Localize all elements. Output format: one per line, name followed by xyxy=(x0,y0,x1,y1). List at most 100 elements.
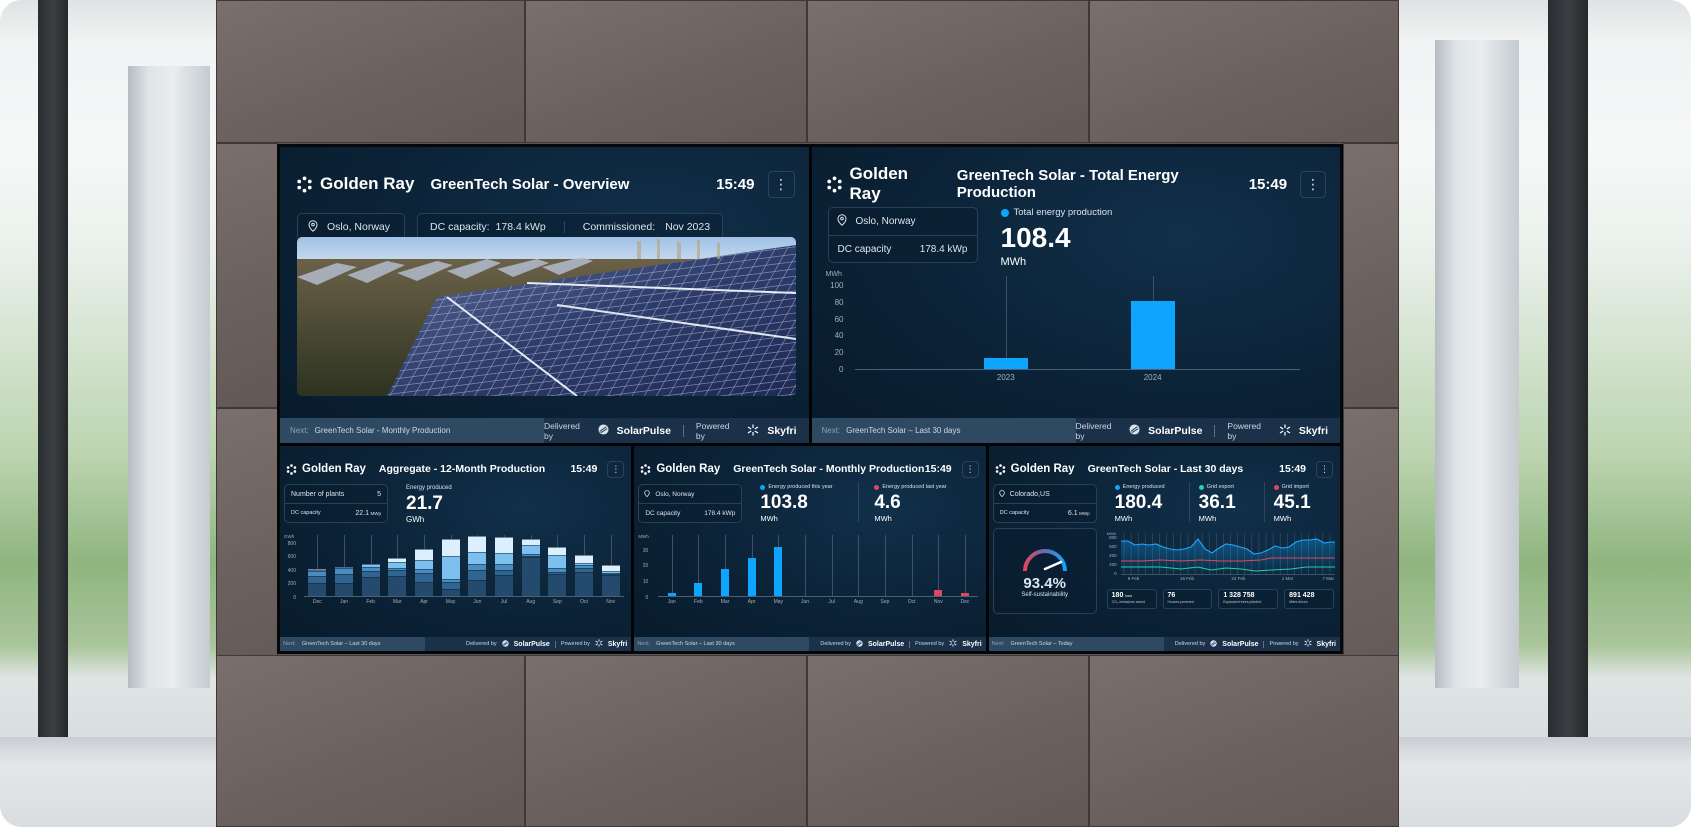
solarpulse-brand: SolarPulse xyxy=(1148,424,1203,437)
next-label: Next: xyxy=(283,641,296,647)
bar-this-year[interactable] xyxy=(774,547,783,596)
brand-logo: Golden Ray xyxy=(296,174,414,194)
tile-footer: Next: GreenTech Solar – Today Delivered b… xyxy=(988,637,1340,651)
stacked-bar[interactable] xyxy=(441,539,460,596)
solarpulse-brand: SolarPulse xyxy=(616,424,671,437)
total-energy-bar-chart: MWh 100 80 60 40 20 0 2023 2024 xyxy=(824,271,1300,391)
stacked-bar[interactable] xyxy=(601,564,620,596)
bar[interactable] xyxy=(983,358,1028,369)
skyfri-logo-icon xyxy=(747,424,759,438)
stacked-bar[interactable] xyxy=(468,536,487,596)
kpi-energy-produced: Energy produced 180.4 MWh xyxy=(1114,484,1165,523)
bar-this-year[interactable] xyxy=(694,582,703,596)
x-tick: Jun xyxy=(473,599,482,605)
floor xyxy=(0,737,216,827)
ceiling xyxy=(0,0,216,42)
location-text: Oslo, Norway xyxy=(327,221,391,233)
next-label: Next: xyxy=(637,641,651,647)
clock: 15:49 xyxy=(1248,175,1288,193)
location-text: Colorado,US xyxy=(1009,490,1050,498)
bar[interactable] xyxy=(1130,301,1175,369)
next-slide-info: Next: GreenTech Solar – Last 30 days xyxy=(634,637,810,651)
more-options-button[interactable]: ⋮ xyxy=(1316,460,1333,478)
bar-last-year[interactable] xyxy=(960,593,969,596)
tile-footer: Next: GreenTech Solar - Monthly Productio… xyxy=(280,418,809,443)
bar-this-year[interactable] xyxy=(720,569,729,596)
tile-title: GreenTech Solar - Total Energy Productio… xyxy=(956,167,1179,201)
stacked-bar[interactable] xyxy=(495,537,513,596)
y-tick: 600 xyxy=(287,554,296,560)
impact-stat-card: 891 428 Miles driven xyxy=(1284,589,1334,609)
powered-by-label: Powered by xyxy=(1227,420,1261,441)
stacked-bar[interactable] xyxy=(361,563,380,596)
stacked-bar[interactable] xyxy=(575,554,593,596)
powered-by-label: Powered by xyxy=(915,641,945,647)
skyfri-logo-icon xyxy=(1279,424,1291,438)
kpi-label: Grid export xyxy=(1206,484,1234,490)
stacked-bar[interactable] xyxy=(415,548,433,596)
kpi-label: Grid import xyxy=(1281,484,1309,490)
next-slide-info: Next: GreenTech Solar – Last 30 days xyxy=(280,637,425,651)
golden-ray-logo-icon xyxy=(826,176,843,193)
y-tick: 400 xyxy=(287,567,296,574)
stacked-bar[interactable] xyxy=(388,558,407,596)
kpi-label: Energy produced this year xyxy=(768,484,833,490)
x-tick: Jun xyxy=(800,599,810,605)
clock: 15:49 xyxy=(716,175,755,193)
powered-by-label: Powered by xyxy=(695,420,730,441)
stat-label: CO₂ emissions saved xyxy=(1111,600,1146,604)
skyfri-logo-icon xyxy=(595,639,603,649)
plant-info-card: Oslo, Norway DC capacity 178.4 kWp xyxy=(827,207,978,263)
stat-value: 891 428 xyxy=(1289,592,1315,599)
kpi-total-energy: Total energy production 108.4 MWh xyxy=(1000,207,1112,268)
last30-line-chart: MWh 800 600 400 200 0 xyxy=(1105,531,1337,583)
next-label: Next: xyxy=(290,426,309,435)
skyfri-brand: Skyfri xyxy=(1298,424,1328,437)
more-options-button[interactable]: ⋮ xyxy=(607,460,625,478)
legend-dot-blue-icon xyxy=(1000,208,1009,217)
x-tick: May xyxy=(445,599,456,605)
dc-capacity-unit: MWp xyxy=(370,510,382,516)
next-slide-info: Next: GreenTech Solar – Today xyxy=(988,637,1164,651)
x-tick: 16 Feb xyxy=(1179,576,1194,581)
stacked-bar[interactable] xyxy=(335,566,353,596)
brand-name: Golden Ray xyxy=(1010,463,1075,475)
footer-branding: Delivered by SolarPulse Powered by Skyfr… xyxy=(544,418,809,443)
more-options-button[interactable]: ⋮ xyxy=(1300,170,1326,198)
grid-line xyxy=(911,535,913,596)
solarpulse-logo-icon xyxy=(1210,639,1218,649)
kpi-value: 45.1 xyxy=(1273,492,1311,513)
stacked-bar[interactable] xyxy=(308,568,327,596)
delivered-by-label: Delivered by xyxy=(1174,641,1206,647)
delivered-by-label: Delivered by xyxy=(544,420,580,441)
stat-unit: tons xyxy=(1125,594,1132,598)
stacked-bar[interactable] xyxy=(521,539,540,596)
dc-capacity-value: 178.4 kWp xyxy=(704,509,736,517)
x-tick: Sep xyxy=(880,599,890,605)
x-tick: Aug xyxy=(526,599,536,605)
x-tick: Jan xyxy=(339,599,349,605)
bar-this-year[interactable] xyxy=(747,557,756,596)
footer-branding: Delivered by SolarPulse Powered by Skyfr… xyxy=(1075,418,1340,443)
kpi-label: Energy produced xyxy=(406,485,452,491)
kpi-grid-import: Grid import 45.1 MWh xyxy=(1273,484,1311,523)
next-slide-info: Next: GreenTech Solar – Last 30 days xyxy=(811,418,1076,443)
dc-capacity-value: 178.4 kWp xyxy=(919,243,968,255)
kpi-label: Energy produced last year xyxy=(882,484,947,490)
bar-last-year[interactable] xyxy=(934,589,943,596)
more-options-button[interactable]: ⋮ xyxy=(767,170,795,198)
dc-capacity-value: 22.1 xyxy=(355,509,369,517)
x-tick: Oct xyxy=(580,599,588,605)
brand-logo: Golden Ray xyxy=(826,164,939,204)
x-tick: Aug xyxy=(853,599,863,605)
tile-title: GreenTech Solar - Overview xyxy=(430,175,630,193)
bar-this-year[interactable] xyxy=(667,593,676,596)
grid-line xyxy=(804,535,806,596)
more-options-button[interactable]: ⋮ xyxy=(961,460,979,478)
stacked-bar[interactable] xyxy=(548,547,567,596)
kpi-unit: MWh xyxy=(1000,256,1027,268)
next-slide-name: GreenTech Solar – Last 30 days xyxy=(846,426,961,435)
y-tick: 0 xyxy=(1114,570,1117,576)
x-tick: Nov xyxy=(606,599,616,605)
tile-footer: Next: GreenTech Solar – Last 30 days Deli… xyxy=(280,637,632,651)
